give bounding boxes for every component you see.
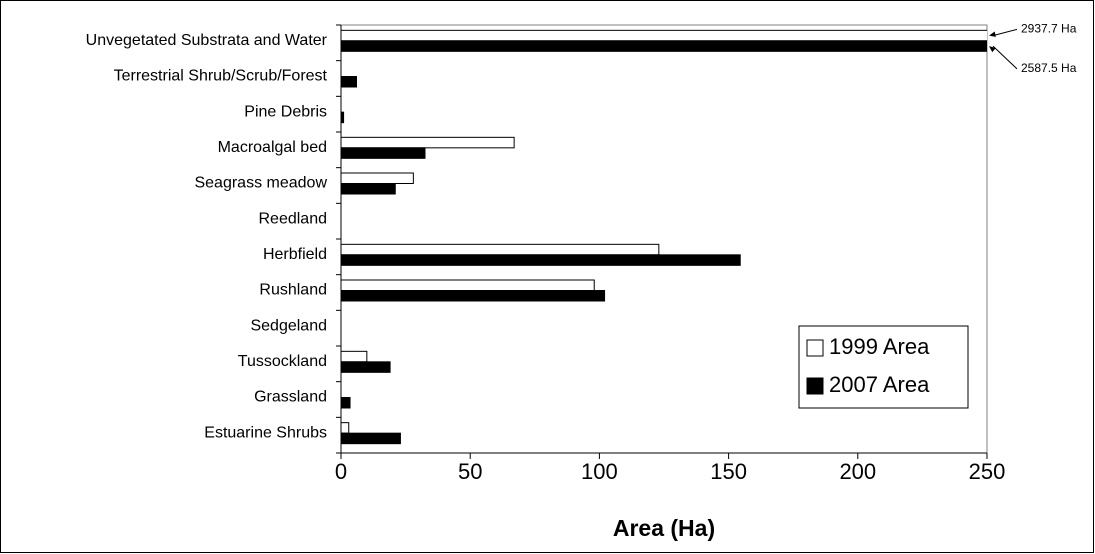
legend: 1999 Area 2007 Area <box>798 325 969 409</box>
x-tick-label: 250 <box>969 459 1006 484</box>
y-tick-label: Terrestrial Shrub/Scrub/Forest <box>114 68 328 85</box>
bar <box>341 172 414 184</box>
annotation-arrow <box>992 28 1018 37</box>
legend-label: 2007 Area <box>829 372 930 397</box>
bar <box>341 397 351 409</box>
x-tick-label: 0 <box>335 459 347 484</box>
legend-label: 1999 Area <box>829 334 930 359</box>
bar <box>341 76 358 88</box>
y-tick-label: Unvegetated Substrata and Water <box>86 32 328 49</box>
bar <box>341 254 741 266</box>
y-tick-label: Rushland <box>259 282 327 299</box>
y-tick-label: Macroalgal bed <box>218 139 327 156</box>
annotation-arrow <box>992 45 1018 70</box>
value-label: 2937.7 Ha <box>1021 22 1077 36</box>
x-tick-label: 200 <box>839 459 876 484</box>
y-tick-label: Grassland <box>254 389 327 406</box>
bar <box>341 40 987 52</box>
y-tick-label: Pine Debris <box>244 103 327 120</box>
bar <box>341 111 345 124</box>
annotation-arrowhead <box>989 31 996 37</box>
legend-box <box>798 325 969 409</box>
annotation-arrowhead <box>989 46 996 53</box>
x-axis-title: Area (Ha) <box>613 515 715 541</box>
bar <box>341 422 350 434</box>
bar <box>341 350 368 363</box>
y-tick-label: Sedgeland <box>250 317 327 334</box>
y-tick-label: Seagrass meadow <box>194 175 327 192</box>
legend-swatch <box>806 339 824 357</box>
bar <box>341 147 426 159</box>
bar <box>341 183 396 195</box>
x-tick-label: 150 <box>710 459 747 484</box>
x-tick-label: 50 <box>458 459 482 484</box>
bar <box>341 279 595 291</box>
y-tick-label: Estuarine Shrubs <box>204 424 327 441</box>
bars <box>341 29 987 445</box>
value-label: 2587.5 Ha <box>1021 61 1077 75</box>
bar <box>341 290 606 302</box>
bar <box>341 361 391 373</box>
y-tick-label: Reedland <box>259 210 328 227</box>
bar <box>341 432 401 445</box>
bar <box>341 29 987 42</box>
y-tick-label: Tussockland <box>238 353 327 370</box>
x-tick-label: 100 <box>581 459 618 484</box>
bar <box>341 243 660 256</box>
y-tick-label: Herbfield <box>263 246 327 263</box>
bar <box>341 136 515 149</box>
legend-swatch <box>806 377 824 395</box>
